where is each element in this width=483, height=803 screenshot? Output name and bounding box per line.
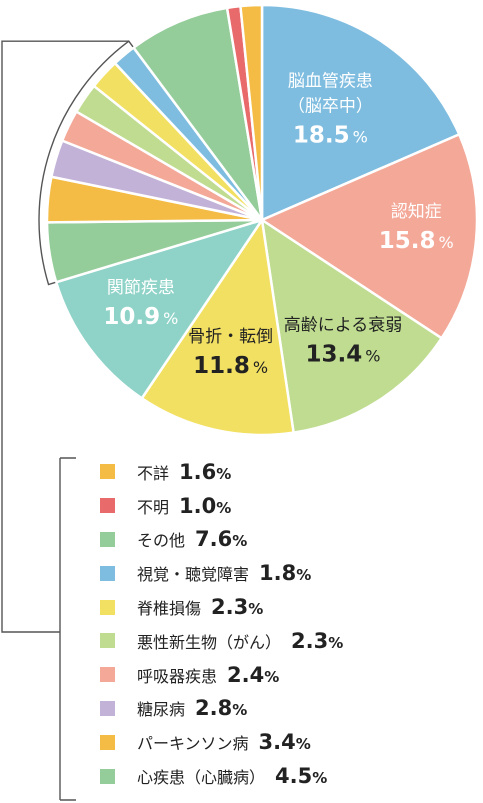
legend-label: 心疾患（心臓病）	[137, 768, 266, 788]
legend-value: 3.4%	[258, 730, 311, 755]
legend-swatch	[100, 599, 115, 615]
pie-slice	[132, 6, 264, 222]
slice-value-label: 13.4%	[305, 341, 380, 367]
legend-label: 脊椎損傷	[137, 599, 202, 619]
legend-value: 2.3%	[211, 595, 264, 620]
pie-slice	[140, 218, 295, 437]
legend-value: 2.3%	[291, 628, 344, 653]
legend-label: 視覚・聴覚障害	[137, 565, 250, 585]
legend-swatch	[100, 700, 115, 716]
slice-label: 骨折・転倒	[188, 327, 273, 347]
legend-item: 視覚・聴覚障害 1.8%	[100, 556, 470, 590]
legend-swatch	[100, 531, 115, 547]
slice-value-label: 15.8%	[379, 228, 454, 254]
slice-label: 脳血管疾患	[288, 72, 373, 92]
legend-value: 2.8%	[195, 696, 248, 721]
legend-value: 4.5%	[275, 764, 328, 789]
legend-value: 7.6%	[195, 527, 248, 552]
legend-item: 脊椎損傷 2.3%	[100, 590, 470, 624]
legend-swatch	[100, 734, 115, 750]
slice-value-label: 10.9%	[103, 304, 178, 330]
small-slices-arc-bracket	[38, 40, 134, 286]
legend-item: 糖尿病 2.8%	[100, 692, 470, 726]
legend-label: 不詳	[137, 463, 170, 483]
legend-label: 糖尿病	[137, 700, 186, 720]
legend-value: 1.8%	[259, 561, 312, 586]
legend-swatch	[100, 464, 115, 480]
legend-label: 悪性新生物（がん）	[137, 632, 282, 652]
slice-label: 認知症	[391, 202, 442, 222]
legend-swatch	[100, 667, 115, 683]
legend-label: その他	[137, 531, 186, 551]
legend-label: 不明	[137, 497, 170, 517]
pie-slice	[239, 3, 264, 222]
pie-slices	[45, 3, 479, 437]
slice-value-label: 18.5%	[293, 123, 368, 149]
slice-label: 高齢による衰弱	[284, 315, 403, 335]
legend-value: 2.4%	[227, 662, 280, 687]
legend: 不詳 1.6% 不明 1.0% その他 7.6% 視覚・聴覚障害 1.8% 脊椎損傷 2.3% 悪性…	[100, 455, 470, 793]
legend-item: その他 7.6%	[100, 523, 470, 557]
pie-slice	[260, 133, 479, 340]
legend-label: 呼吸器疾患	[137, 666, 218, 686]
legend-item: 悪性新生物（がん） 2.3%	[100, 624, 470, 658]
slice-value-label: 11.8%	[193, 353, 268, 379]
legend-item: 不明 1.0%	[100, 489, 470, 523]
slice-labels: 脳血管疾患 （脳卒中） 18.5 % 認知症 15.8 % 高齢による衰弱 13.4 % 骨折・転倒…	[103, 72, 453, 379]
legend-swatch	[100, 565, 115, 581]
legend-item: 心疾患（心臓病） 4.5%	[100, 759, 470, 793]
legend-item: 呼吸器疾患 2.4%	[100, 658, 470, 692]
legend-swatch	[100, 633, 115, 649]
legend-label: パーキンソン病	[137, 734, 249, 754]
legend-value: 1.6%	[179, 459, 232, 484]
legend-bracket	[1, 40, 129, 801]
slice-sublabel: （脳卒中）	[288, 97, 373, 117]
legend-value: 1.0%	[179, 493, 232, 518]
legend-swatch	[100, 498, 115, 514]
legend-item: 不詳 1.6%	[100, 455, 470, 489]
pie-slice	[260, 3, 461, 222]
pie-slice	[260, 218, 443, 434]
slice-label: 関節疾患	[107, 278, 175, 298]
legend-item: パーキンソン病 3.4%	[100, 725, 470, 759]
pie-slice	[54, 218, 264, 400]
legend-swatch	[100, 768, 115, 784]
